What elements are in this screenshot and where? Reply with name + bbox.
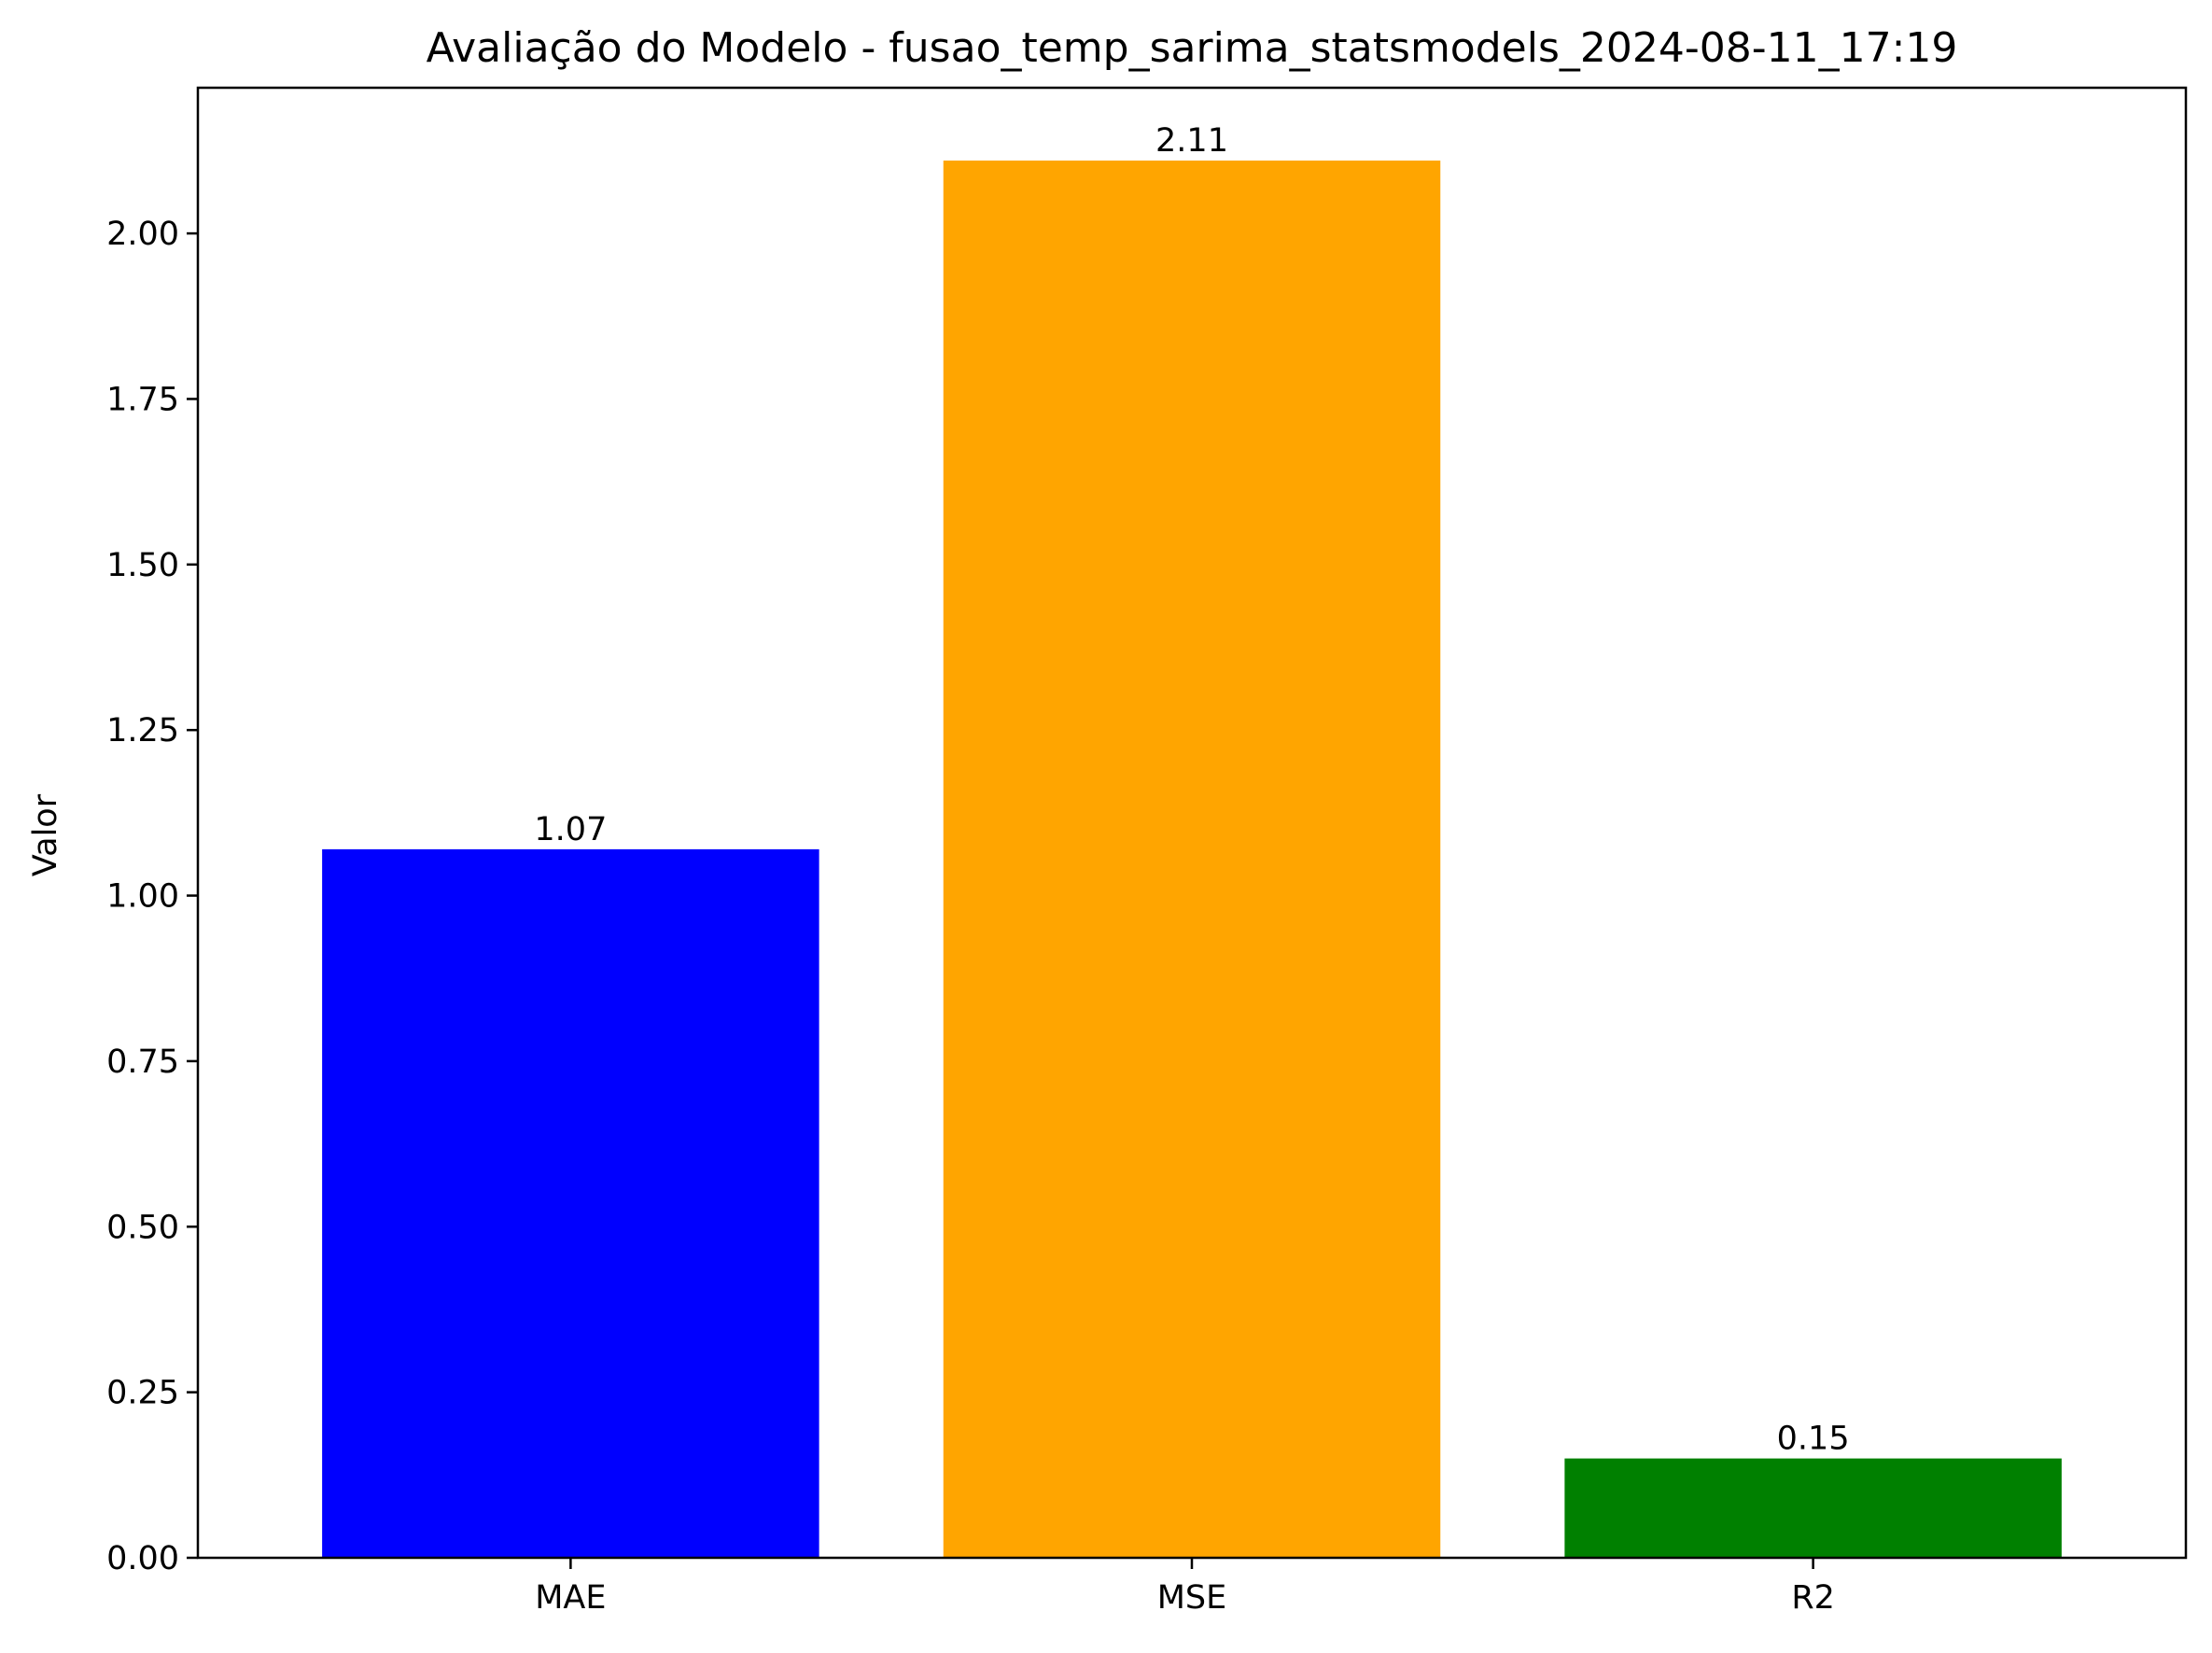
y-tick-label: 1.75 (106, 381, 179, 418)
y-tick-label: 0.50 (106, 1209, 179, 1246)
y-tick-label: 2.00 (106, 216, 179, 253)
plot-frame (196, 86, 2188, 1560)
x-tick-label: R2 (1791, 1579, 1835, 1617)
y-tick-label: 1.50 (106, 547, 179, 584)
y-axis-label: Valor (27, 793, 64, 876)
plot-area: 0.00 0.25 0.50 0.75 1.00 1.25 1.50 1.75 2.00 MAE 1… (106, 122, 2062, 1617)
bar-value-label: 1.07 (534, 811, 607, 848)
bar-value-label: 2.11 (1155, 122, 1228, 160)
y-tick-label: 0.25 (106, 1375, 179, 1412)
bar-mse (943, 161, 1441, 1559)
bar-mae (322, 848, 819, 1558)
x-tick-label: MSE (1157, 1579, 1227, 1617)
bar-value-label: 0.15 (1777, 1421, 1850, 1458)
chart-title: Avaliação do Modelo - fusao_temp_sarima_… (427, 24, 1958, 72)
y-tick-label: 0.00 (106, 1540, 179, 1577)
y-tick-label: 1.25 (106, 712, 179, 749)
y-tick-label: 0.75 (106, 1044, 179, 1081)
bar-r2 (1564, 1458, 2062, 1558)
x-tick-label: MAE (535, 1579, 606, 1617)
y-tick-label: 1.00 (106, 878, 179, 916)
